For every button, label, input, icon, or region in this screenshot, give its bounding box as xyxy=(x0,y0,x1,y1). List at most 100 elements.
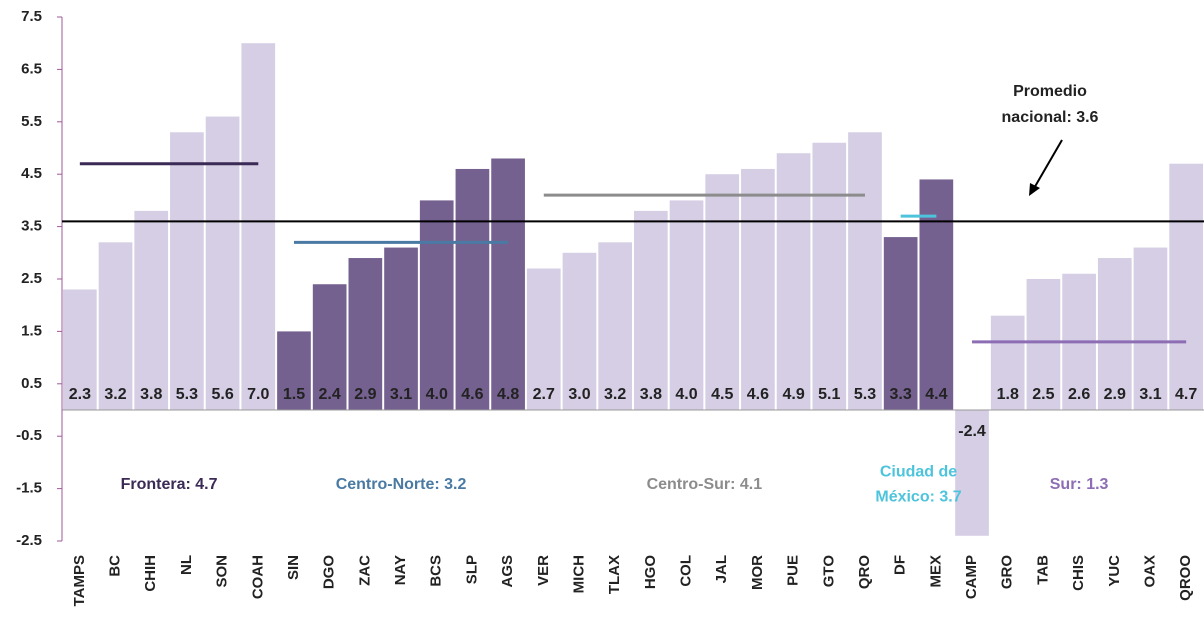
x-tick-label: AGS xyxy=(499,555,516,588)
x-tick-label: DF xyxy=(892,555,909,575)
value-label: 7.0 xyxy=(247,386,269,403)
value-label: 4.0 xyxy=(675,386,697,403)
value-label: 4.6 xyxy=(461,386,483,403)
value-label: 4.9 xyxy=(782,386,804,403)
x-tick-label: TAMPS xyxy=(71,555,88,606)
value-label: 3.1 xyxy=(1139,386,1161,403)
value-label: 3.0 xyxy=(568,386,590,403)
x-tick-label: BC xyxy=(107,555,124,577)
x-tick-label: YUC xyxy=(1106,555,1123,587)
region-label: México: 3.7 xyxy=(875,489,961,506)
bar xyxy=(348,258,383,410)
x-tick-label: QRO xyxy=(856,555,873,590)
annotation-arrow xyxy=(1032,139,1063,191)
value-label: 4.5 xyxy=(711,386,733,403)
x-tick-label: CAMP xyxy=(963,555,980,599)
bar xyxy=(312,284,347,410)
x-tick-label: VER xyxy=(535,555,552,586)
x-tick-label: COAH xyxy=(249,555,266,599)
x-tick-label: COL xyxy=(678,555,695,587)
value-label: 2.5 xyxy=(1032,386,1054,403)
y-tick-label: 4.5 xyxy=(21,165,42,182)
y-tick-label: 0.5 xyxy=(21,375,42,392)
value-label: 4.8 xyxy=(497,386,519,403)
value-label: 2.6 xyxy=(1068,386,1090,403)
bar xyxy=(598,242,632,410)
bar xyxy=(990,315,1025,410)
reference-label: nacional: 3.6 xyxy=(1002,109,1099,126)
value-label: 3.2 xyxy=(604,386,626,403)
bar xyxy=(1133,247,1168,410)
y-tick-label: 2.5 xyxy=(21,270,42,287)
y-tick-label: -2.5 xyxy=(16,532,42,549)
value-label: 3.2 xyxy=(104,386,126,403)
bar xyxy=(170,132,204,410)
region-label: Frontera: 4.7 xyxy=(121,476,218,493)
y-tick-label: 5.5 xyxy=(21,113,42,130)
x-tick-label: TLAX xyxy=(606,555,623,594)
value-label: 3.3 xyxy=(890,386,912,403)
bar xyxy=(526,268,561,410)
x-tick-label: NAY xyxy=(392,555,409,585)
bar xyxy=(919,179,954,410)
x-tick-label: PUE xyxy=(785,555,802,586)
x-tick-label: TAB xyxy=(1034,555,1051,585)
bar xyxy=(848,132,882,410)
value-label: 3.1 xyxy=(390,386,412,403)
x-tick-label: ZAC xyxy=(356,555,373,586)
value-label: 1.5 xyxy=(283,386,305,403)
bar xyxy=(1026,279,1061,410)
x-tick-label: HGO xyxy=(642,555,659,590)
y-tick-label: 1.5 xyxy=(21,322,42,339)
value-label: 5.3 xyxy=(176,386,198,403)
value-label: 5.1 xyxy=(818,386,840,403)
y-tick-label: 6.5 xyxy=(21,60,42,77)
x-tick-label: QROO xyxy=(1177,555,1194,601)
x-tick-label: SON xyxy=(214,555,231,588)
bar xyxy=(419,200,454,410)
value-label: 2.4 xyxy=(319,386,341,403)
bar xyxy=(955,410,989,536)
bar xyxy=(1169,163,1203,410)
bar xyxy=(384,247,418,410)
y-tick-label: -0.5 xyxy=(16,427,42,444)
bar xyxy=(741,168,775,410)
bar xyxy=(277,331,311,410)
bar xyxy=(705,174,740,410)
x-tick-label: MEX xyxy=(927,555,944,588)
value-label: 2.3 xyxy=(69,386,91,403)
x-tick-label: GRO xyxy=(999,555,1016,590)
value-label: 4.7 xyxy=(1175,386,1197,403)
value-label: 5.3 xyxy=(854,386,876,403)
value-label: 4.0 xyxy=(426,386,448,403)
x-tick-label: DGO xyxy=(321,555,338,590)
value-label: 1.8 xyxy=(997,386,1019,403)
x-tick-label: GTO xyxy=(820,555,837,588)
x-tick-label: NL xyxy=(178,555,195,575)
region-label: Ciudad de xyxy=(880,464,957,481)
region-label: Centro-Sur: 4.1 xyxy=(647,476,763,493)
bar xyxy=(205,116,240,410)
x-tick-label: OAX xyxy=(1141,555,1158,588)
x-tick-label: MICH xyxy=(570,555,587,593)
x-tick-label: SLP xyxy=(463,555,480,584)
region-label: Sur: 1.3 xyxy=(1050,476,1109,493)
bar xyxy=(812,142,847,410)
value-label: 3.8 xyxy=(140,386,162,403)
bar xyxy=(98,242,133,410)
value-label: 2.9 xyxy=(354,386,376,403)
bar xyxy=(634,210,668,410)
x-tick-label: JAL xyxy=(713,555,730,583)
bar xyxy=(134,210,169,410)
value-label: 5.6 xyxy=(211,386,233,403)
reference-label: Promedio xyxy=(1013,83,1087,100)
bar xyxy=(491,158,525,410)
value-label: 4.4 xyxy=(925,386,947,403)
bar xyxy=(562,252,597,410)
value-label: 2.9 xyxy=(1104,386,1126,403)
y-tick-label: -1.5 xyxy=(16,480,42,497)
x-tick-label: MOR xyxy=(749,555,766,590)
bar xyxy=(669,200,704,410)
bar xyxy=(241,43,276,410)
